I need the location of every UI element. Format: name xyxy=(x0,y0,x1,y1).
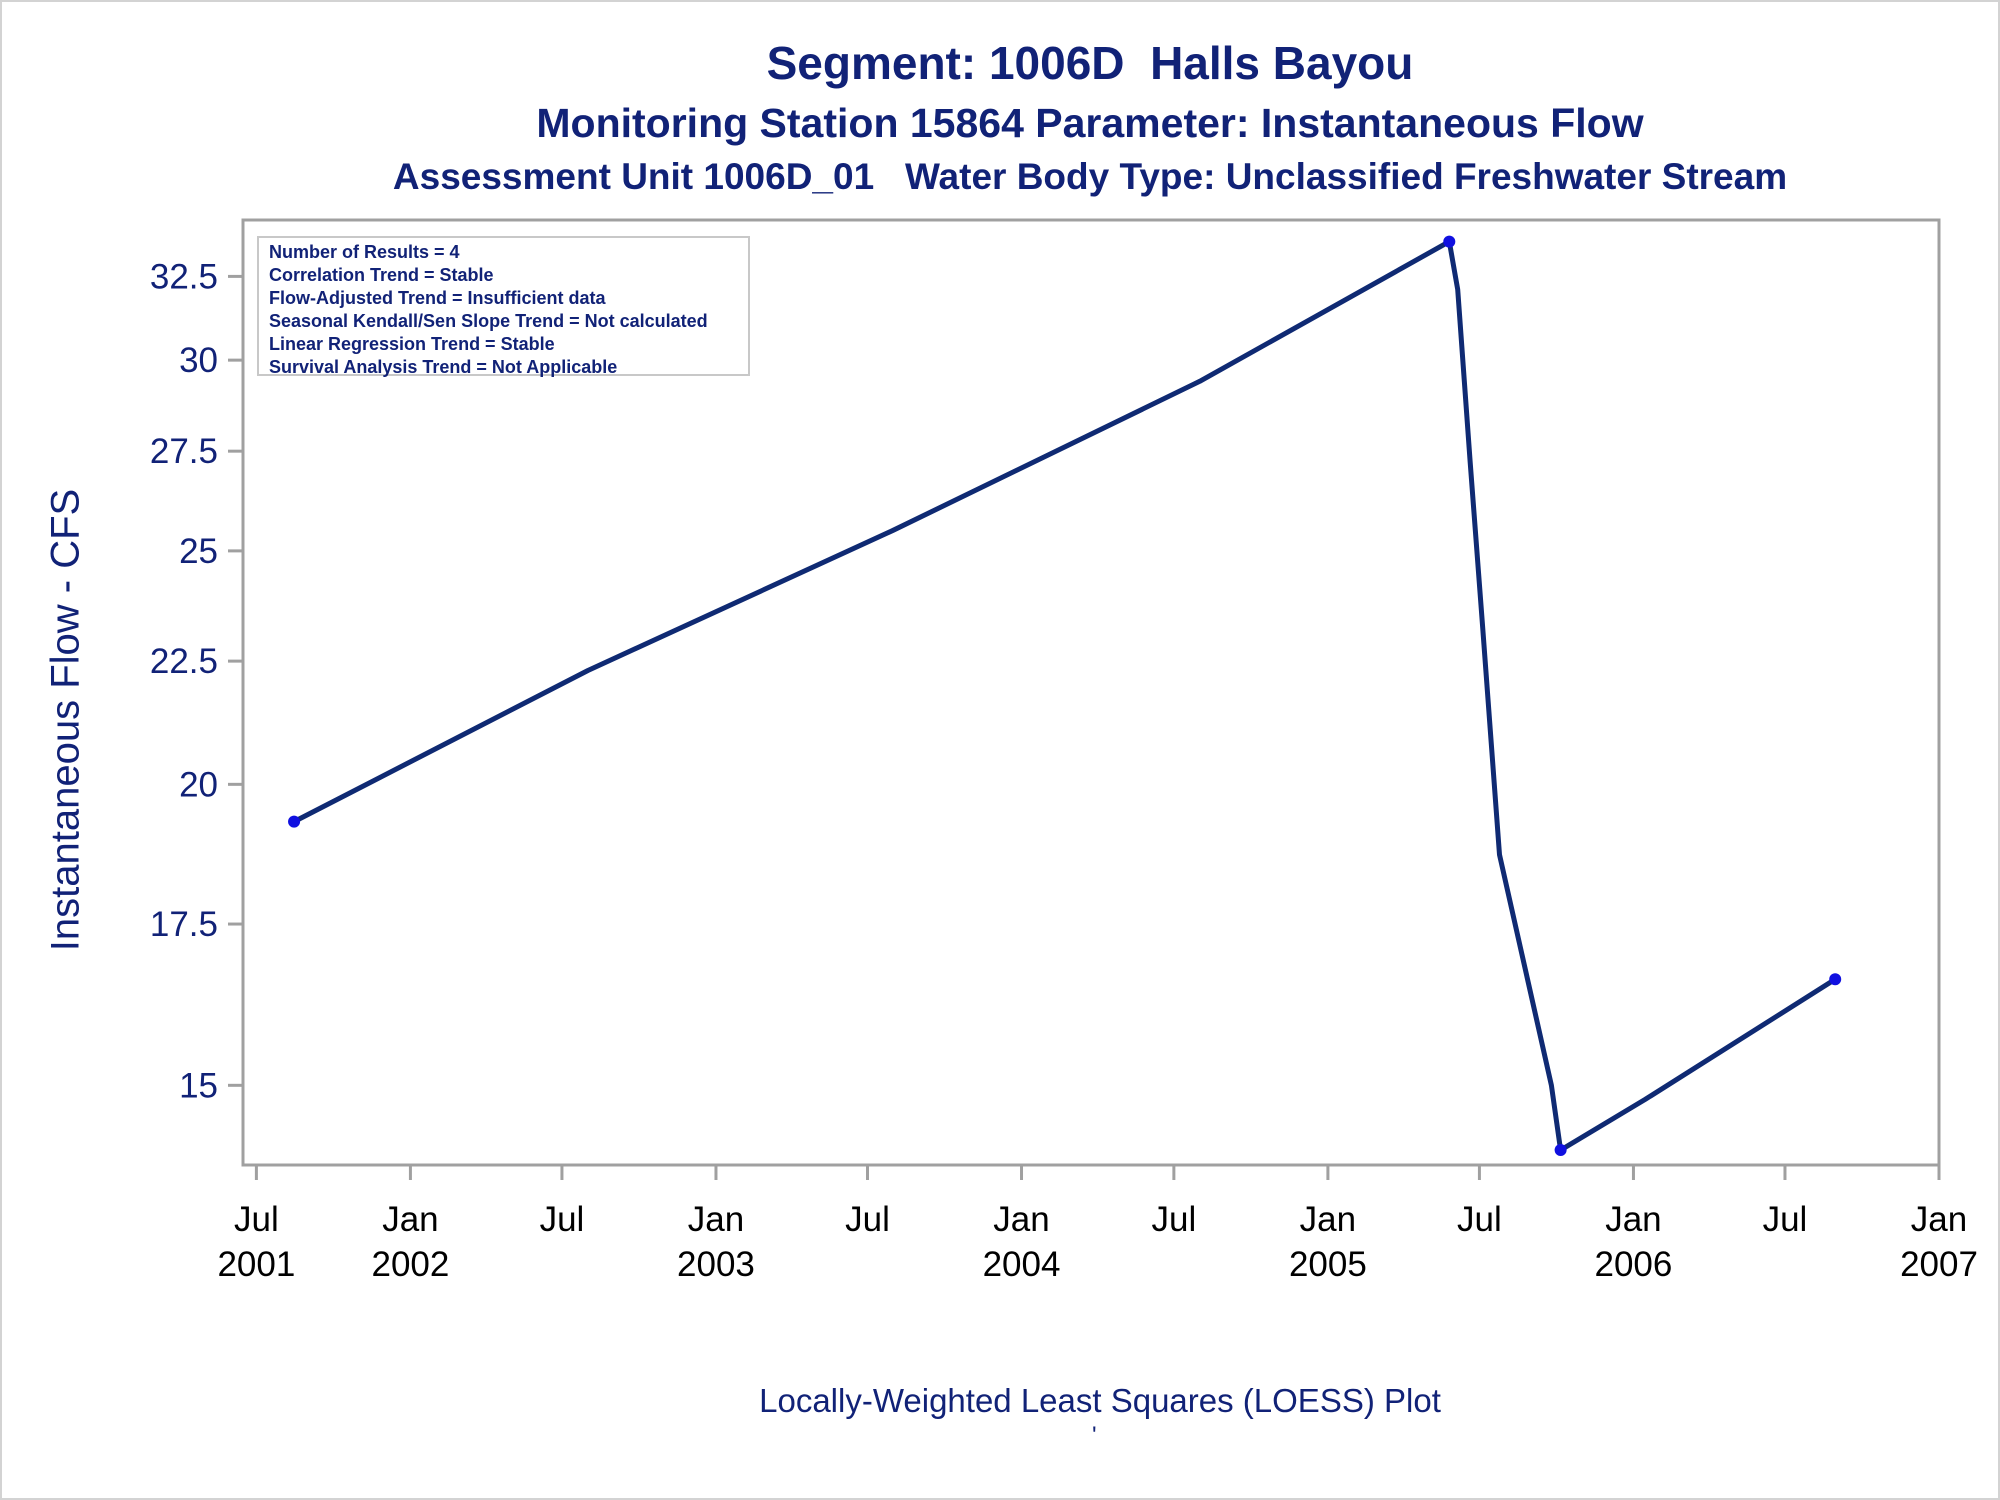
x-tick-label: Jul xyxy=(540,1200,585,1239)
x-tick-label: Jan xyxy=(688,1200,744,1239)
x-tick-label: Jan xyxy=(1300,1200,1356,1239)
x-tick-year-label: 2005 xyxy=(1289,1245,1367,1284)
x-tick-label: Jan xyxy=(993,1200,1049,1239)
x-tick-year-label: 2003 xyxy=(677,1245,755,1284)
x-tick-year-label: 2006 xyxy=(1595,1245,1673,1284)
x-tick-label: Jan xyxy=(1911,1200,1967,1239)
stat-line: Survival Analysis Trend = Not Applicable xyxy=(269,357,618,377)
stat-line: Seasonal Kendall/Sen Slope Trend = Not c… xyxy=(269,311,708,331)
y-tick-label: 30 xyxy=(179,341,218,380)
footnote-mark: ' xyxy=(1092,1422,1097,1449)
trend-stats-box: Number of Results = 4 Correlation Trend … xyxy=(257,236,750,377)
plot-area xyxy=(241,218,1941,1167)
x-tick-year-label: 2004 xyxy=(983,1245,1061,1284)
x-tick-label: Jan xyxy=(1605,1200,1661,1239)
x-tick-label: Jul xyxy=(1457,1200,1502,1239)
y-tick-label: 22.5 xyxy=(150,642,218,681)
y-tick-label: 27.5 xyxy=(150,432,218,471)
y-tick-label: 20 xyxy=(179,765,218,804)
stat-line: Correlation Trend = Stable xyxy=(269,265,494,285)
chart-subtitle: Monitoring Station 15864 Parameter: Inst… xyxy=(536,100,1644,146)
y-tick-label: 25 xyxy=(179,532,218,571)
chart-subtitle-2: Assessment Unit 1006D_01 Water Body Type… xyxy=(392,156,1788,197)
x-tick-label: Jul xyxy=(1151,1200,1196,1239)
x-tick-label: Jul xyxy=(1763,1200,1808,1239)
y-tick-label: 17.5 xyxy=(150,905,218,944)
observation-point xyxy=(1443,235,1456,248)
x-tick-year-label: 2007 xyxy=(1900,1245,1978,1284)
x-tick-label: Jul xyxy=(234,1200,279,1239)
y-tick-label: 15 xyxy=(179,1066,218,1105)
chart-footnote: Locally-Weighted Least Squares (LOESS) P… xyxy=(759,1382,1441,1419)
observation-point xyxy=(1829,973,1842,986)
observation-point xyxy=(1554,1144,1567,1157)
x-tick-year-label: 2001 xyxy=(217,1245,295,1284)
stat-line: Flow-Adjusted Trend = Insufficient data xyxy=(269,288,606,308)
stat-line: Linear Regression Trend = Stable xyxy=(269,334,555,354)
observation-point xyxy=(288,815,301,828)
observation-markers xyxy=(288,235,1842,1157)
y-axis: 15 17.5 20 22.5 25 27.5 30 32.5 xyxy=(150,257,243,1105)
x-tick-year-label: 2002 xyxy=(371,1245,449,1284)
chart-title: Segment: 1006D Halls Bayou xyxy=(766,37,1414,89)
x-axis: Jul 2001 Jan 2002 Jul Jan 2003 Jul Jan 2004 Jul Jan… xyxy=(217,1165,1978,1284)
stat-line: Number of Results = 4 xyxy=(269,242,460,262)
x-tick-label: Jul xyxy=(845,1200,890,1239)
y-tick-label: 32.5 xyxy=(150,257,218,296)
x-tick-label: Jan xyxy=(382,1200,438,1239)
